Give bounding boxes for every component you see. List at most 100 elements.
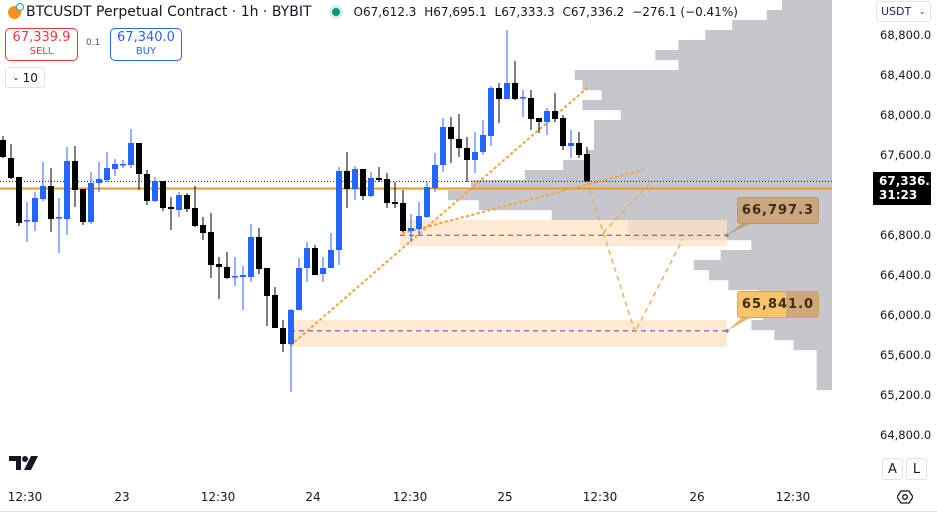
candle-body	[368, 178, 374, 196]
candle-body	[464, 148, 470, 160]
volume-profile-bar	[574, 70, 832, 81]
candle-body	[216, 264, 222, 267]
price-axis-label: 65,600.0	[880, 348, 932, 362]
volume-profile-bar	[774, 330, 832, 341]
candle-body	[32, 198, 38, 222]
candle-body	[120, 164, 126, 166]
symbol-title[interactable]: BTCUSDT Perpetual Contract · 1h · BYBIT	[26, 4, 312, 20]
volume-profile-bar	[816, 360, 832, 371]
candle	[64, 147, 70, 235]
candle	[296, 258, 302, 310]
candle-body	[88, 183, 94, 222]
candle-body	[200, 225, 206, 233]
level-zones	[290, 220, 727, 347]
candle	[80, 189, 86, 225]
candle	[272, 287, 278, 328]
candle-body	[384, 179, 390, 203]
candle-body	[304, 248, 310, 268]
candle-body	[80, 189, 86, 222]
candle	[216, 257, 222, 299]
time-axis-label: 25	[497, 490, 513, 504]
candle-body	[272, 295, 278, 328]
target-zone	[400, 220, 727, 246]
candle	[584, 147, 590, 182]
volume-profile-bar	[471, 180, 832, 191]
volume-profile-bar	[728, 280, 832, 291]
price-axis-label: 68,800.0	[880, 28, 932, 42]
candle	[48, 168, 54, 232]
indicator-count: 10	[22, 70, 38, 85]
candle	[480, 120, 486, 155]
level-label-lower[interactable]: 65,841.0	[737, 291, 819, 318]
volume-profile-bar	[586, 150, 832, 161]
candle-body	[336, 171, 342, 250]
candle-body	[264, 268, 270, 296]
time-axis-label: 23	[114, 490, 130, 504]
volume-profile-bar	[655, 50, 832, 61]
candle-body	[504, 83, 510, 99]
candle	[136, 143, 142, 190]
candle-body	[0, 140, 6, 157]
candle	[256, 228, 262, 274]
candle	[200, 217, 206, 240]
candle-body	[24, 220, 30, 222]
candle-body	[56, 217, 62, 219]
candle-body	[64, 161, 70, 219]
candle-body	[96, 179, 102, 183]
indicators-toggle-button[interactable]: ⌄ 10	[5, 67, 45, 88]
candle-body	[416, 216, 422, 229]
high-value: H67,695.1	[424, 5, 487, 19]
sell-button[interactable]: 67,339.9 SELL	[5, 28, 78, 61]
candle	[448, 117, 454, 163]
candle	[456, 114, 462, 157]
candle-body	[528, 98, 534, 119]
candle-body	[280, 328, 286, 344]
candle-body	[432, 165, 438, 188]
currency-dropdown[interactable]: USDT ⌄	[876, 1, 931, 22]
projection-dashed-line	[602, 181, 652, 234]
candle	[160, 181, 166, 211]
level-anchor-dot	[725, 329, 729, 333]
volume-profile-bar	[593, 140, 832, 151]
candle	[104, 152, 110, 182]
candle-body	[312, 248, 318, 275]
candle	[232, 257, 238, 286]
candle	[184, 193, 190, 212]
auto-scale-button[interactable]: A	[882, 458, 903, 480]
candle-body	[560, 118, 566, 146]
trendlines	[290, 87, 644, 346]
candle-body	[360, 169, 366, 196]
candle	[32, 192, 38, 231]
candle-body	[328, 250, 334, 268]
bitcoin-logo-icon	[8, 2, 24, 19]
volume-profile-bar	[563, 160, 832, 171]
low-value: L67,333.3	[494, 5, 555, 19]
candle-body	[232, 276, 238, 278]
level-label-upper[interactable]: 66,797.3	[737, 197, 819, 224]
price-axis-label: 66,000.0	[880, 308, 932, 322]
candle	[504, 30, 510, 99]
buy-price: 67,340.0	[117, 29, 175, 45]
candle-body	[408, 228, 414, 231]
candle	[128, 129, 134, 168]
candle-body	[128, 143, 134, 165]
candle-body	[184, 195, 190, 209]
tradingview-logo-icon[interactable]	[9, 455, 41, 472]
candle-body	[144, 174, 150, 201]
log-scale-button[interactable]: L	[906, 458, 927, 480]
volume-profile-bar	[816, 350, 832, 361]
close-value: C67,336.2	[562, 5, 625, 19]
candle	[360, 169, 366, 200]
candle	[368, 172, 374, 197]
price-axis-label: 68,000.0	[880, 108, 932, 122]
projection-path	[586, 181, 684, 334]
price-chart[interactable]	[0, 0, 833, 486]
candle-body	[488, 88, 494, 136]
candle-body	[376, 178, 382, 180]
buy-button[interactable]: 67,340.0 BUY	[110, 28, 182, 61]
volume-profile-bar	[582, 80, 832, 91]
candle	[464, 137, 470, 182]
volume-profile-bar	[601, 90, 832, 101]
settings-gear-icon[interactable]	[897, 489, 913, 505]
volume-profile-bar	[524, 170, 832, 181]
